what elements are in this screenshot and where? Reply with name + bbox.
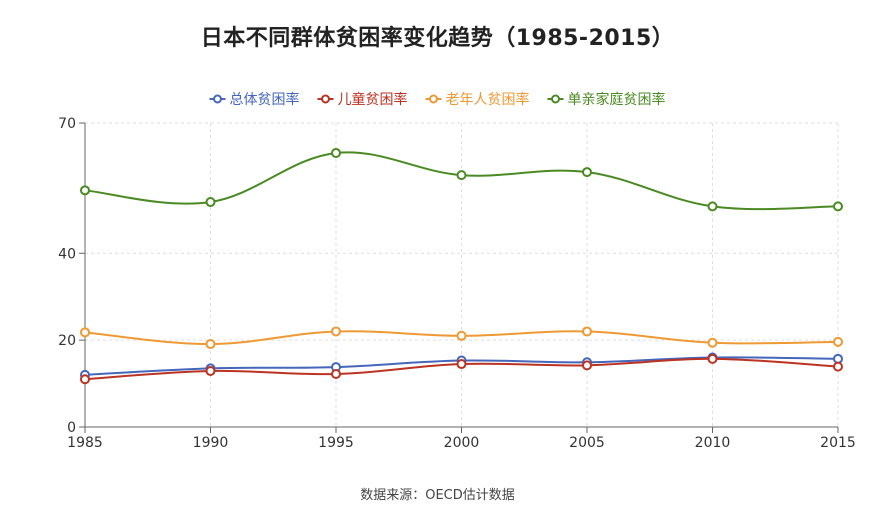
- data-point[interactable]: [833, 336, 843, 347]
- x-tick-label: 1995: [318, 435, 354, 451]
- chart-title: 日本不同群体贫困率变化趋势（1985-2015）: [200, 26, 675, 51]
- data-point[interactable]: [833, 353, 843, 364]
- y-tick-label: 20: [58, 333, 76, 349]
- data-point[interactable]: [833, 201, 843, 212]
- legend-item-1[interactable]: 总体贫困率: [209, 91, 300, 108]
- data-point[interactable]: [456, 330, 467, 341]
- series-group: [80, 147, 843, 385]
- legend-swatch-marker: [429, 94, 438, 104]
- series-3: [80, 326, 843, 350]
- data-point[interactable]: [331, 326, 341, 337]
- data-point[interactable]: [707, 353, 718, 364]
- data-point[interactable]: [331, 369, 341, 380]
- y-tick-label: 0: [67, 420, 76, 436]
- data-point[interactable]: [80, 327, 90, 338]
- legend-label: 儿童贫困率: [338, 91, 408, 108]
- grid-lines: [85, 122, 839, 427]
- data-point[interactable]: [331, 147, 341, 158]
- source-note: 数据来源：OECD估计数据: [360, 488, 515, 503]
- data-point[interactable]: [707, 337, 718, 348]
- legend-swatch-marker: [551, 94, 560, 104]
- x-tick-label: 2015: [820, 435, 856, 451]
- data-point[interactable]: [80, 374, 90, 385]
- legend-item-3[interactable]: 老年人贫困率: [425, 91, 530, 108]
- legend-item-2[interactable]: 儿童贫困率: [317, 91, 408, 108]
- data-point[interactable]: [205, 365, 216, 376]
- data-point[interactable]: [707, 201, 718, 212]
- data-point[interactable]: [582, 360, 592, 371]
- legend-label: 总体贫困率: [230, 91, 300, 108]
- x-tick-label: 2010: [695, 435, 731, 451]
- data-point[interactable]: [582, 326, 592, 337]
- y-tick-label: 70: [58, 116, 76, 132]
- legend-label: 单亲家庭贫困率: [568, 91, 666, 108]
- data-point[interactable]: [582, 167, 592, 178]
- legend-swatch-marker: [213, 94, 222, 104]
- data-point[interactable]: [833, 361, 843, 372]
- data-point[interactable]: [205, 339, 216, 350]
- legend-item-4[interactable]: 单亲家庭贫困率: [547, 91, 666, 108]
- data-point[interactable]: [456, 170, 467, 181]
- x-tick-label: 2005: [569, 435, 605, 451]
- x-tick-label: 1990: [193, 435, 229, 451]
- data-point[interactable]: [456, 359, 467, 370]
- legend-label: 老年人贫困率: [446, 91, 530, 108]
- data-point[interactable]: [80, 185, 90, 196]
- data-point[interactable]: [205, 197, 216, 208]
- x-tick-label: 1985: [67, 435, 103, 451]
- legend-swatch-marker: [321, 94, 330, 104]
- y-tick-label: 40: [58, 246, 76, 262]
- axes: 0 20 40 70 1985 1990 1995 2000 2005 2010 2015: [58, 116, 856, 451]
- x-tick-label: 2000: [444, 435, 480, 451]
- series-2: [80, 353, 843, 385]
- series-4: [80, 147, 843, 212]
- legend[interactable]: 总体贫困率 儿童贫困率 老年人贫困率 单亲家庭贫困率: [209, 91, 666, 108]
